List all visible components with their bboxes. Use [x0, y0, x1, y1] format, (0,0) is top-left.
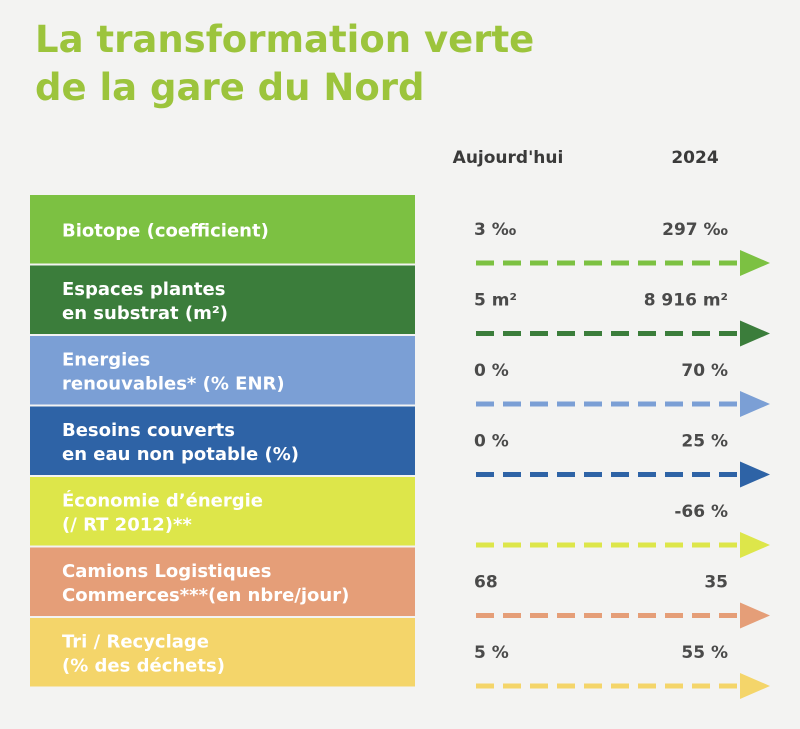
row-box — [30, 477, 415, 546]
arrow-head — [740, 461, 770, 488]
row-label: Économie d’énergie — [62, 489, 263, 511]
today-value: 3 ‰ — [474, 220, 517, 240]
row-box — [30, 336, 415, 405]
arrow-head — [740, 602, 770, 629]
column-header: 2024 — [671, 148, 718, 168]
row-label: Espaces plantes — [62, 279, 225, 300]
title-line: La transformation verte — [35, 18, 534, 61]
row-box — [30, 195, 415, 264]
future-value: 8 916 m² — [644, 291, 728, 311]
title-line: de la gare du Nord — [35, 66, 425, 109]
arrow-head — [740, 320, 770, 347]
row-label: en eau non potable (%) — [62, 444, 299, 465]
row-box — [30, 406, 415, 475]
arrow-head — [740, 532, 770, 558]
today-value: 0 % — [474, 361, 509, 381]
arrow-head — [740, 673, 770, 699]
today-value: 5 % — [474, 643, 509, 663]
row-box — [30, 547, 415, 616]
row-label: Besoins couverts — [62, 420, 235, 441]
arrow-head — [740, 391, 770, 417]
today-value: 5 m² — [474, 291, 517, 311]
row-label: (% des déchets) — [62, 655, 225, 676]
row-label: Biotope (coefficient) — [62, 220, 269, 241]
row-label: Commerces***(en nbre/jour) — [62, 585, 349, 606]
row-box — [30, 618, 415, 687]
future-value: 297 ‰ — [662, 220, 728, 240]
row-label: Energies — [62, 349, 150, 370]
today-value: 68 — [474, 573, 498, 593]
future-value: 55 % — [681, 643, 728, 663]
future-value: 25 % — [681, 432, 728, 452]
row-label: Tri / Recyclage — [62, 631, 209, 652]
today-value: 0 % — [474, 432, 509, 452]
row-label: Camions Logistiques — [62, 561, 271, 582]
future-value: -66 % — [674, 502, 728, 522]
future-value: 35 — [704, 573, 728, 593]
row-box — [30, 265, 415, 334]
row-label: (/ RT 2012)** — [62, 514, 192, 535]
row-label: renouvables* (% ENR) — [62, 373, 285, 394]
column-header: Aujourd'hui — [453, 148, 564, 168]
arrow-head — [740, 250, 770, 276]
row-label: en substrat (m²) — [62, 303, 228, 324]
future-value: 70 % — [681, 361, 728, 381]
